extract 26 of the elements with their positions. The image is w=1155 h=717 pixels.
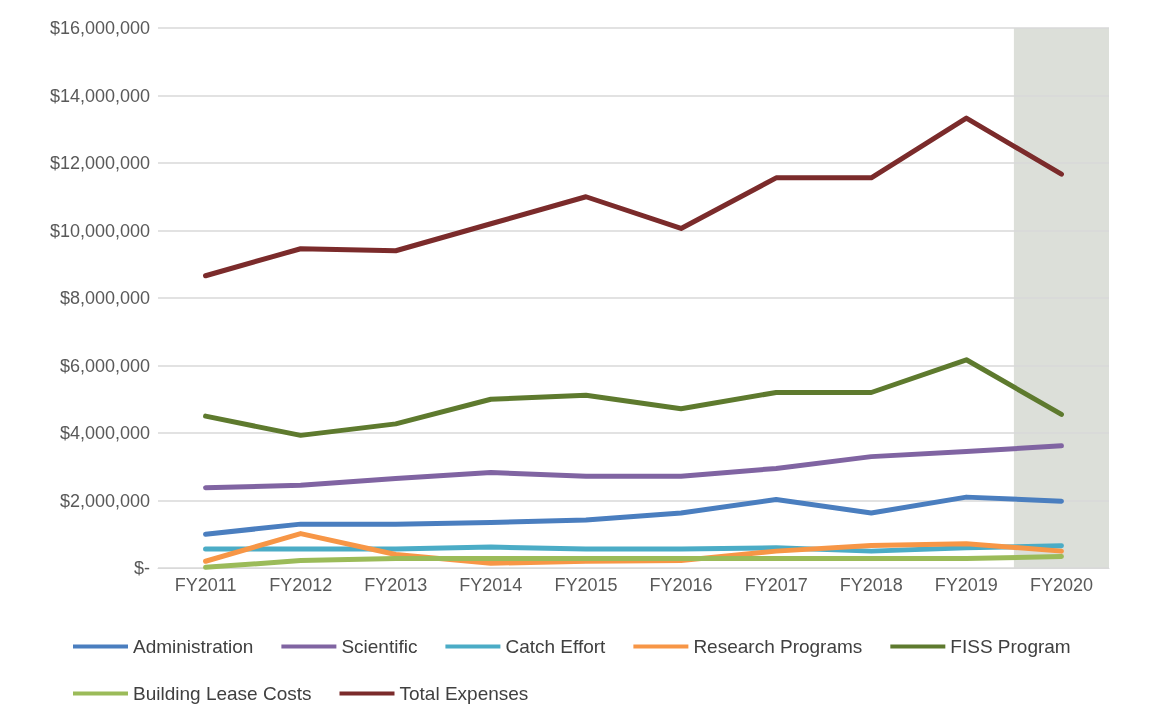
legend-label: Scientific bbox=[341, 636, 418, 657]
legend-label: Administration bbox=[133, 636, 254, 657]
x-tick-label: FY2020 bbox=[1029, 575, 1093, 595]
x-tick-label: FY2014 bbox=[459, 575, 523, 595]
y-tick-label: $12,000,000 bbox=[49, 153, 150, 173]
legend-label: FISS Program bbox=[950, 636, 1071, 657]
x-tick-label: FY2012 bbox=[269, 575, 333, 595]
y-tick-label: $16,000,000 bbox=[49, 18, 150, 38]
y-tick-label: $2,000,000 bbox=[59, 490, 150, 511]
y-tick-label: $6,000,000 bbox=[59, 355, 150, 376]
y-tick-label: $14,000,000 bbox=[49, 85, 150, 106]
legend-label: Building Lease Costs bbox=[133, 683, 312, 704]
legend-label: Research Programs bbox=[693, 636, 863, 657]
y-tick-label: $8,000,000 bbox=[59, 288, 150, 308]
x-tick-label: FY2018 bbox=[839, 575, 903, 595]
x-tick-label: FY2019 bbox=[934, 575, 998, 595]
legend-label: Catch Effort bbox=[505, 636, 607, 657]
x-tick-label: FY2015 bbox=[554, 575, 618, 595]
x-tick-label: FY2017 bbox=[744, 575, 808, 595]
x-tick-label: FY2013 bbox=[364, 575, 428, 595]
x-tick-label: FY2016 bbox=[649, 575, 713, 595]
x-tick-label: FY2011 bbox=[174, 575, 237, 595]
y-tick-label: $4,000,000 bbox=[59, 423, 150, 443]
y-tick-label: $- bbox=[133, 558, 150, 578]
legend-label: Total Expenses bbox=[399, 683, 529, 704]
y-tick-label: $10,000,000 bbox=[49, 220, 150, 241]
